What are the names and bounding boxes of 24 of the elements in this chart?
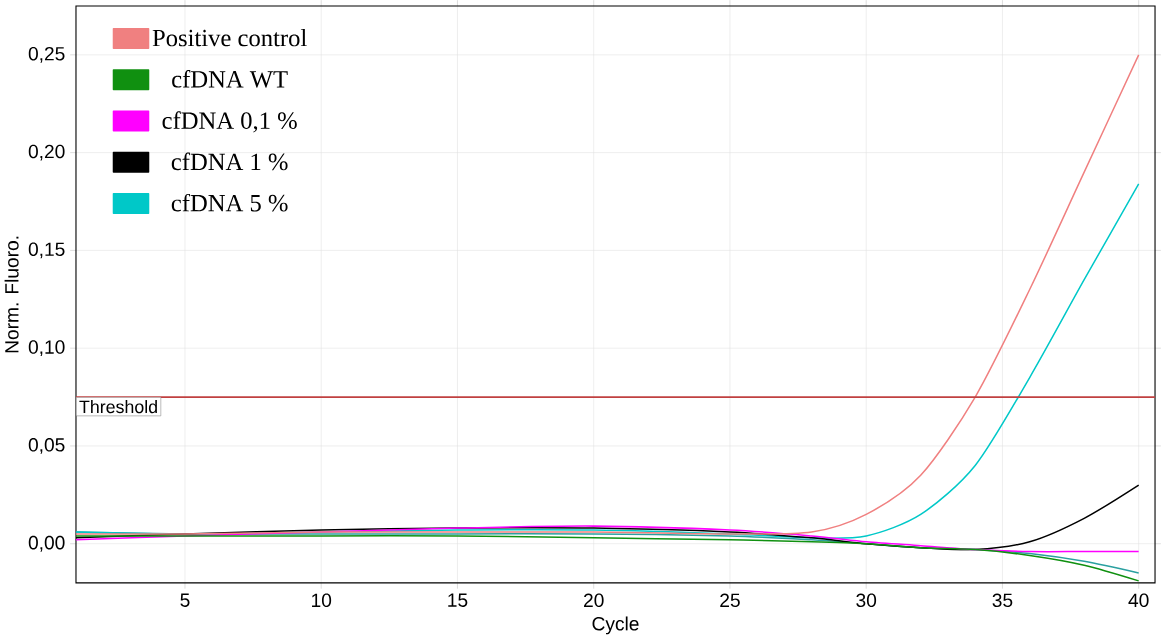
x-tick-label: 15 — [448, 593, 468, 607]
ref-line-label: Threshold — [79, 400, 157, 414]
line-series — [75, 535, 1140, 582]
x-tick-label: 5 — [180, 593, 190, 607]
y-tick-label: 0,10 — [28, 340, 65, 357]
x-tick-label: 25 — [720, 593, 740, 608]
legend-label: cfDNA 0,1 % — [162, 111, 297, 133]
legend-label: cfDNA 1 % — [171, 152, 288, 171]
x-tick-label: 20 — [584, 593, 604, 608]
y-tick-label: 0,00 — [28, 535, 65, 552]
y-tick-label: 0,15 — [28, 242, 65, 259]
legend-label: cfDNA WT — [172, 70, 288, 88]
x-tick-label: 10 — [312, 593, 332, 608]
y-tick-label: 0,25 — [28, 46, 65, 63]
x-axis-title: Cycle — [592, 616, 639, 635]
x-tick-label: 30 — [856, 593, 877, 608]
legend-label: Positive control — [152, 29, 307, 47]
y-axis-title: Norm. Fluoro. — [4, 236, 19, 353]
x-tick-label: 40 — [1128, 593, 1149, 608]
y-tick-label: 0,05 — [28, 438, 65, 454]
x-tick-label: 35 — [992, 593, 1013, 608]
y-tick-label: 0,20 — [28, 144, 65, 161]
line-series — [75, 54, 1140, 535]
legend-label: cfDNA 5 % — [171, 193, 288, 212]
